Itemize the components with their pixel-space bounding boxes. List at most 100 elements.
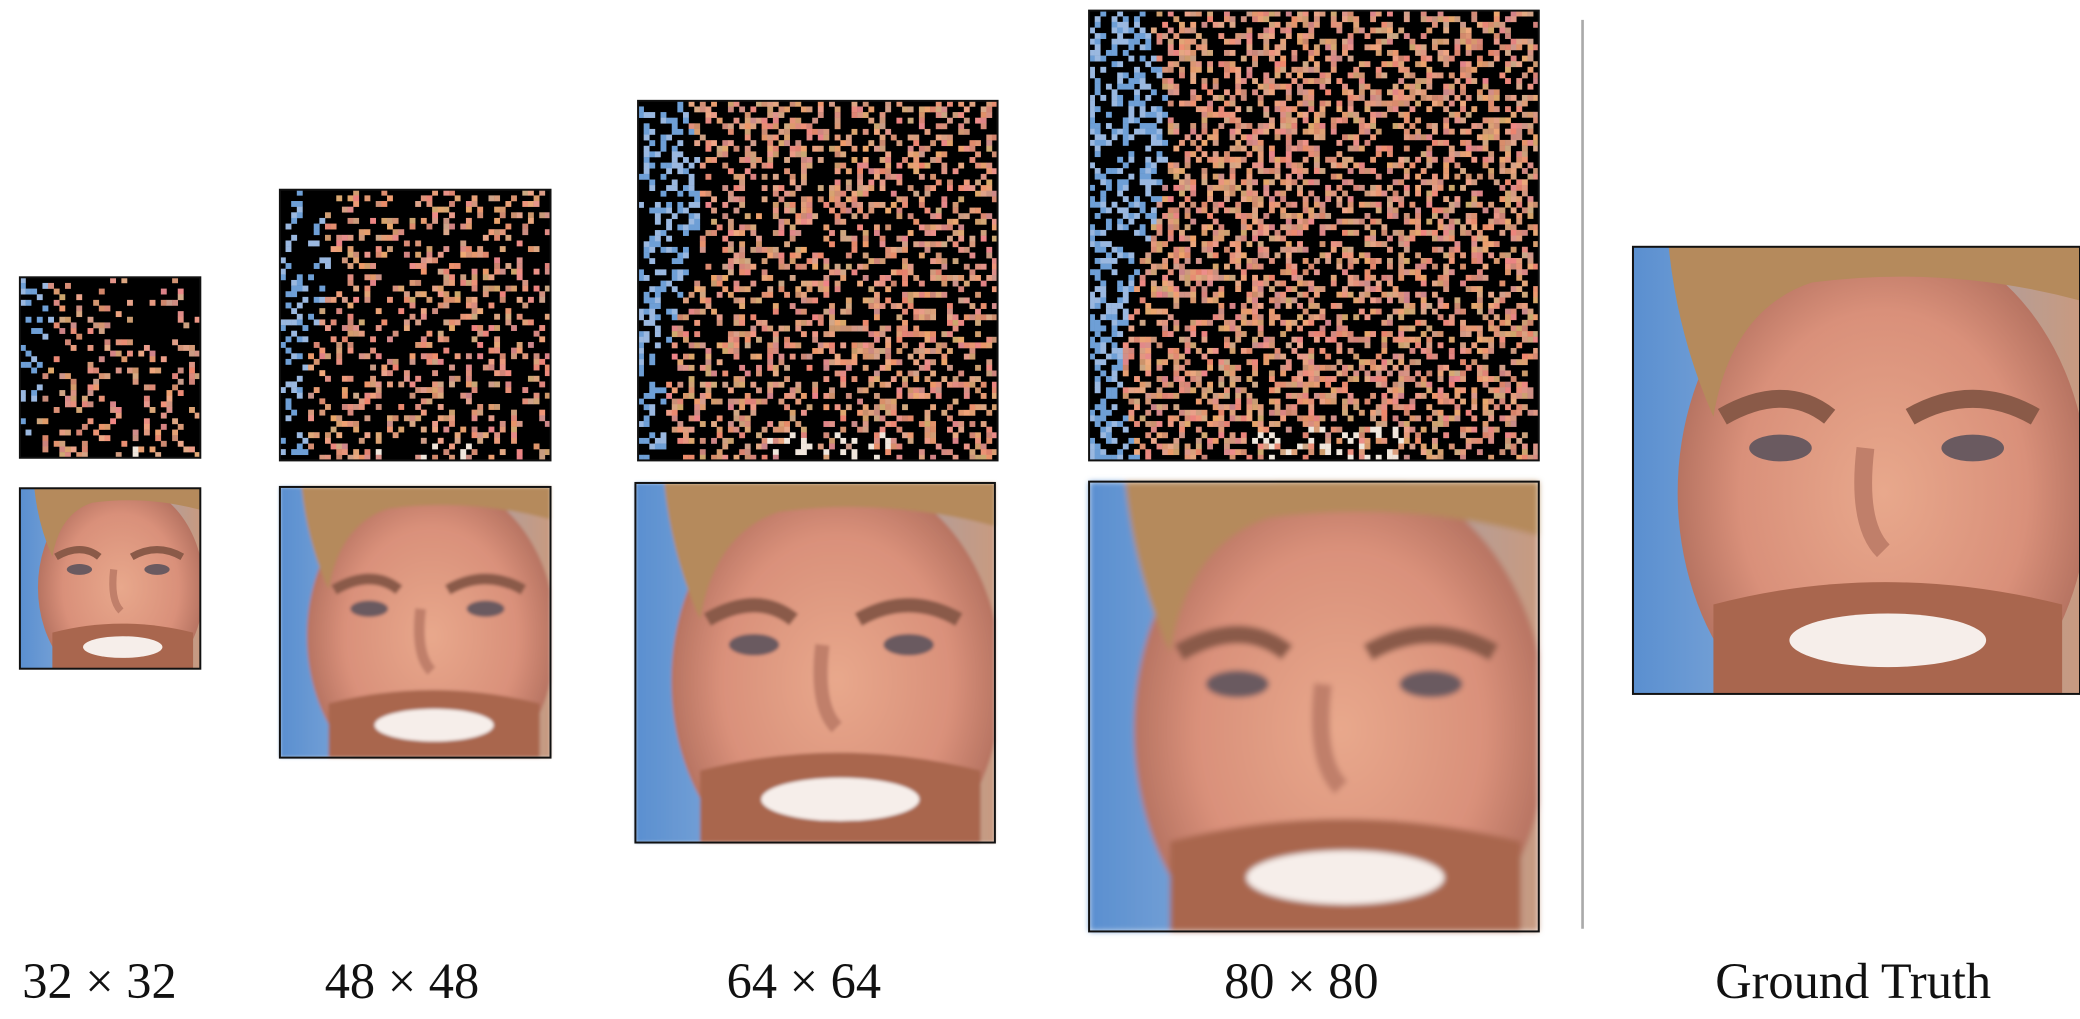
observed-pixel bbox=[1393, 393, 1399, 399]
observed-pixel bbox=[443, 269, 449, 275]
observed-pixel bbox=[969, 146, 975, 152]
observed-pixel bbox=[1421, 168, 1427, 174]
observed-pixel bbox=[936, 135, 942, 141]
observed-pixel bbox=[1224, 151, 1230, 157]
observed-pixel bbox=[1505, 196, 1511, 202]
observed-pixel bbox=[1280, 331, 1286, 337]
observed-pixel bbox=[291, 218, 297, 224]
observed-pixel bbox=[1297, 146, 1303, 152]
observed-pixel bbox=[672, 309, 678, 315]
observed-pixel bbox=[1342, 325, 1348, 331]
observed-pixel bbox=[1528, 112, 1534, 118]
observed-pixel bbox=[1387, 370, 1393, 376]
observed-pixel bbox=[902, 196, 908, 202]
observed-pixel bbox=[941, 151, 947, 157]
observed-pixel bbox=[728, 438, 734, 444]
observed-pixel bbox=[1246, 258, 1252, 264]
observed-pixel bbox=[823, 331, 829, 337]
observed-pixel bbox=[1286, 342, 1292, 348]
observed-pixel bbox=[1134, 337, 1140, 343]
observed-pixel bbox=[1522, 354, 1528, 360]
observed-pixel bbox=[756, 354, 762, 360]
observed-pixel bbox=[756, 213, 762, 219]
observed-pixel bbox=[1325, 213, 1331, 219]
observed-pixel bbox=[790, 354, 796, 360]
observed-pixel bbox=[31, 356, 37, 362]
observed-pixel bbox=[773, 146, 779, 152]
observed-pixel bbox=[1269, 22, 1275, 28]
observed-pixel bbox=[790, 151, 796, 157]
observed-pixel bbox=[1432, 95, 1438, 101]
observed-pixel bbox=[314, 297, 320, 303]
observed-pixel bbox=[958, 213, 964, 219]
observed-pixel bbox=[1235, 337, 1241, 343]
observed-pixel bbox=[1454, 309, 1460, 315]
observed-pixel bbox=[790, 432, 796, 438]
observed-pixel bbox=[756, 236, 762, 242]
observed-pixel bbox=[59, 390, 65, 396]
observed-pixel bbox=[1314, 78, 1320, 84]
observed-pixel bbox=[919, 421, 925, 427]
observed-pixel bbox=[189, 407, 195, 413]
observed-pixel bbox=[790, 393, 796, 399]
observed-pixel bbox=[852, 449, 858, 455]
observed-pixel bbox=[121, 339, 127, 345]
panel: 32 × 32 bbox=[20, 277, 204, 1008]
observed-pixel bbox=[812, 213, 818, 219]
observed-pixel bbox=[1224, 264, 1230, 270]
observed-pixel bbox=[1095, 365, 1101, 371]
observed-pixel bbox=[1443, 84, 1449, 90]
observed-pixel bbox=[868, 331, 874, 337]
observed-pixel bbox=[1303, 202, 1309, 208]
observed-pixel bbox=[694, 415, 700, 421]
observed-pixel bbox=[801, 146, 807, 152]
observed-pixel bbox=[353, 201, 359, 207]
observed-pixel bbox=[1269, 399, 1275, 405]
observed-pixel bbox=[1112, 354, 1118, 360]
observed-pixel bbox=[1471, 241, 1477, 247]
observed-pixel bbox=[1100, 174, 1106, 180]
observed-pixel bbox=[1499, 252, 1505, 258]
observed-pixel bbox=[1454, 393, 1460, 399]
observed-pixel bbox=[1398, 112, 1404, 118]
observed-pixel bbox=[1100, 95, 1106, 101]
observed-pixel bbox=[807, 157, 813, 163]
observed-pixel bbox=[1522, 247, 1528, 253]
observed-pixel bbox=[116, 339, 122, 345]
observed-pixel bbox=[1151, 67, 1157, 73]
observed-pixel bbox=[1112, 269, 1118, 275]
observed-pixel bbox=[1173, 174, 1179, 180]
observed-pixel bbox=[1522, 280, 1528, 286]
observed-pixel bbox=[1460, 370, 1466, 376]
observed-pixel bbox=[1426, 151, 1432, 157]
observed-pixel bbox=[969, 275, 975, 281]
observed-pixel bbox=[1365, 252, 1371, 258]
observed-pixel bbox=[1320, 168, 1326, 174]
observed-pixel bbox=[1454, 16, 1460, 22]
observed-pixel bbox=[359, 404, 365, 410]
observed-pixel bbox=[1511, 264, 1517, 270]
observed-pixel bbox=[488, 325, 494, 331]
observed-pixel bbox=[342, 325, 348, 331]
observed-pixel bbox=[1483, 241, 1489, 247]
observed-pixel bbox=[683, 230, 689, 236]
observed-pixel bbox=[823, 264, 829, 270]
observed-pixel bbox=[801, 208, 807, 214]
observed-pixel bbox=[1348, 365, 1354, 371]
observed-pixel bbox=[1348, 72, 1354, 78]
observed-pixel bbox=[840, 449, 846, 455]
observed-pixel bbox=[76, 407, 82, 413]
observed-pixel bbox=[863, 421, 869, 427]
observed-pixel bbox=[82, 396, 88, 402]
observed-pixel bbox=[1421, 151, 1427, 157]
observed-pixel bbox=[1398, 359, 1404, 365]
observed-pixel bbox=[1128, 258, 1134, 264]
observed-pixel bbox=[1134, 404, 1140, 410]
observed-pixel bbox=[1404, 67, 1410, 73]
observed-pixel bbox=[1449, 157, 1455, 163]
observed-pixel bbox=[1393, 162, 1399, 168]
observed-pixel bbox=[438, 415, 444, 421]
observed-pixel bbox=[1179, 179, 1185, 185]
observed-pixel bbox=[1449, 382, 1455, 388]
observed-pixel bbox=[953, 382, 959, 388]
